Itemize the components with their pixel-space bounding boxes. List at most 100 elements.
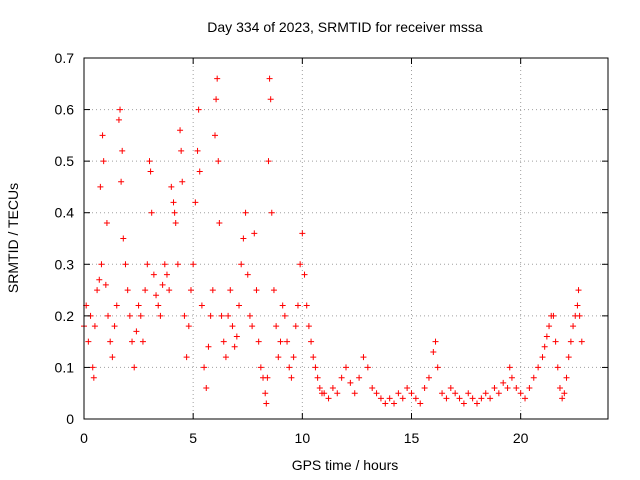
data-point bbox=[146, 158, 153, 165]
data-point bbox=[550, 312, 557, 319]
data-point bbox=[85, 338, 92, 345]
data-point bbox=[439, 390, 446, 397]
data-point bbox=[478, 395, 485, 402]
data-point bbox=[351, 390, 358, 397]
data-point bbox=[109, 354, 116, 361]
data-point bbox=[115, 116, 122, 123]
data-point bbox=[170, 199, 177, 206]
data-point bbox=[574, 302, 581, 309]
data-point bbox=[174, 261, 181, 268]
data-point bbox=[178, 147, 185, 154]
data-point bbox=[552, 338, 559, 345]
data-point bbox=[539, 354, 546, 361]
data-point bbox=[244, 271, 251, 278]
data-point bbox=[279, 302, 286, 309]
data-point bbox=[268, 209, 275, 216]
data-point bbox=[294, 302, 301, 309]
data-point bbox=[150, 271, 157, 278]
data-point bbox=[124, 287, 131, 294]
data-point bbox=[377, 395, 384, 402]
y-tick-label: 0 bbox=[66, 411, 74, 427]
data-point bbox=[469, 395, 476, 402]
data-point bbox=[513, 385, 520, 392]
data-point bbox=[97, 183, 104, 190]
data-point bbox=[119, 147, 126, 154]
data-point bbox=[195, 106, 202, 113]
data-point bbox=[229, 323, 236, 330]
data-point bbox=[183, 354, 190, 361]
data-point bbox=[277, 338, 284, 345]
data-point bbox=[205, 343, 212, 350]
data-point bbox=[535, 364, 542, 371]
data-point bbox=[89, 364, 96, 371]
data-point bbox=[185, 323, 192, 330]
y-tick-label: 0.4 bbox=[55, 205, 75, 221]
data-point bbox=[267, 96, 274, 103]
data-point bbox=[117, 106, 124, 113]
data-point bbox=[212, 132, 218, 139]
data-point bbox=[506, 364, 513, 371]
data-point bbox=[137, 312, 144, 319]
data-point bbox=[563, 374, 570, 381]
data-point bbox=[305, 323, 312, 330]
data-point bbox=[325, 395, 332, 402]
data-point bbox=[391, 400, 398, 407]
data-point bbox=[98, 261, 105, 268]
data-point bbox=[491, 385, 498, 392]
data-point bbox=[554, 364, 561, 371]
data-point bbox=[373, 390, 380, 397]
data-point bbox=[541, 343, 548, 350]
data-point bbox=[559, 395, 566, 402]
data-point bbox=[364, 364, 371, 371]
data-point bbox=[190, 261, 197, 268]
data-point bbox=[546, 323, 553, 330]
data-point bbox=[105, 312, 112, 319]
data-point bbox=[131, 364, 138, 371]
data-point bbox=[227, 287, 234, 294]
data-point bbox=[452, 390, 459, 397]
data-point bbox=[161, 261, 168, 268]
data-point bbox=[159, 281, 166, 288]
data-point bbox=[487, 395, 494, 402]
data-point bbox=[122, 261, 129, 268]
data-point bbox=[216, 220, 223, 227]
data-point bbox=[500, 379, 507, 386]
y-tick-label: 0.3 bbox=[55, 256, 75, 272]
data-point bbox=[111, 323, 118, 330]
data-point bbox=[147, 168, 154, 175]
data-point bbox=[567, 338, 574, 345]
data-point bbox=[430, 348, 437, 355]
data-point bbox=[404, 385, 411, 392]
data-point bbox=[310, 354, 317, 361]
data-point bbox=[264, 374, 271, 381]
data-point bbox=[556, 385, 563, 392]
data-point bbox=[329, 385, 336, 392]
data-point bbox=[215, 158, 222, 165]
data-point bbox=[508, 374, 515, 381]
data-point bbox=[576, 312, 583, 319]
data-point bbox=[290, 354, 297, 361]
data-point bbox=[312, 364, 319, 371]
data-point bbox=[144, 261, 151, 268]
data-point bbox=[220, 338, 227, 345]
data-point bbox=[338, 374, 345, 381]
data-point bbox=[275, 354, 282, 361]
data-point bbox=[94, 287, 101, 294]
data-point bbox=[408, 390, 415, 397]
data-point bbox=[249, 323, 256, 330]
plot-frame bbox=[83, 57, 609, 420]
x-tick-label: 15 bbox=[404, 430, 420, 446]
data-point bbox=[395, 390, 402, 397]
data-point bbox=[570, 323, 577, 330]
data-point bbox=[522, 395, 529, 402]
data-point bbox=[192, 199, 199, 206]
x-axis-label: GPS time / hours bbox=[292, 457, 399, 473]
grid bbox=[84, 58, 608, 419]
data-point bbox=[207, 312, 214, 319]
data-point bbox=[213, 96, 220, 103]
data-point bbox=[107, 338, 114, 345]
data-point bbox=[179, 178, 186, 185]
x-axis: 0 5 10 15 20 bbox=[80, 58, 529, 446]
y-axis-label: SRMTID / TECUs bbox=[5, 183, 21, 293]
data-point bbox=[334, 390, 341, 397]
